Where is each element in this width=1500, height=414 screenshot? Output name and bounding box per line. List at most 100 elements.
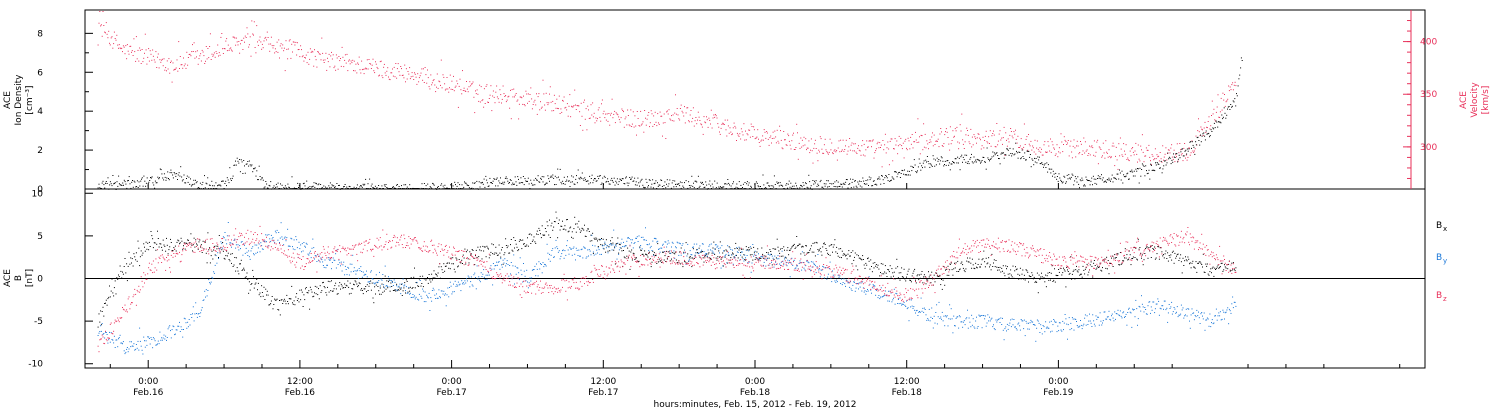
bx-series-point — [1025, 280, 1026, 281]
velocity-series-point — [1125, 154, 1126, 155]
velocity-series-point — [350, 63, 351, 64]
by-series-point — [120, 335, 121, 336]
by-series-point — [429, 310, 430, 311]
by-series-point — [589, 249, 590, 250]
bx-series-point — [590, 241, 591, 242]
density-series-point — [960, 169, 961, 170]
bx-series-point — [294, 304, 295, 305]
velocity-series-point — [705, 122, 706, 123]
by-series-point — [184, 318, 185, 319]
by-series-point — [177, 330, 178, 331]
bx-series-point — [593, 253, 594, 254]
velocity-series-point — [386, 71, 387, 72]
bx-series-point — [119, 276, 120, 277]
density-series-point — [247, 161, 248, 162]
density-series-point — [1179, 155, 1180, 156]
bx-series-point — [905, 280, 906, 281]
bx-series-point — [354, 284, 355, 285]
velocity-series-point — [182, 68, 183, 69]
density-series-point — [704, 187, 705, 188]
velocity-series-point — [99, 11, 100, 12]
bx-series-point — [532, 241, 533, 242]
density-series-point — [1191, 148, 1192, 149]
velocity-series-point — [810, 150, 811, 151]
by-series-point — [548, 259, 549, 260]
by-series-point — [216, 255, 217, 256]
bx-series-point — [383, 287, 384, 288]
velocity-series-point — [811, 138, 812, 139]
by-series-point — [346, 269, 347, 270]
by-series-point — [231, 247, 232, 248]
bx-series-point — [124, 266, 125, 267]
by-series-point — [569, 254, 570, 255]
velocity-series-point — [901, 145, 902, 146]
bx-series-point — [672, 252, 673, 253]
velocity-series-point — [503, 86, 504, 87]
density-series-point — [368, 183, 369, 184]
velocity-series-point — [948, 144, 949, 145]
bx-series-point — [1039, 275, 1040, 276]
by-series-point — [255, 245, 256, 246]
by-series-point — [115, 347, 116, 348]
bx-series-point — [134, 256, 135, 257]
bx-series-point — [773, 248, 774, 249]
velocity-series-point — [100, 25, 101, 26]
velocity-series-point — [476, 93, 477, 94]
bx-series-point — [159, 243, 160, 244]
bx-series-point — [863, 259, 864, 260]
density-series-point — [906, 175, 907, 176]
bx-series-point — [212, 259, 213, 260]
density-series-point — [468, 185, 469, 186]
velocity-series-point — [1205, 122, 1206, 123]
velocity-series-point — [399, 71, 400, 72]
velocity-series-point — [566, 109, 567, 110]
velocity-series-point — [492, 96, 493, 97]
by-series-point — [536, 264, 537, 265]
velocity-series-point — [348, 61, 349, 62]
bx-series-point — [209, 247, 210, 248]
density-series-point — [952, 161, 953, 162]
velocity-series-point — [548, 102, 549, 103]
velocity-series-point — [922, 135, 923, 136]
by-series-point — [504, 258, 505, 259]
velocity-series-point — [1062, 151, 1063, 152]
density-series-point — [601, 183, 602, 184]
velocity-series-point — [321, 59, 322, 60]
density-series-point — [642, 185, 643, 186]
density-series-point — [1167, 153, 1168, 154]
velocity-series-point — [1230, 87, 1231, 88]
velocity-series-point — [459, 86, 460, 87]
density-series-point — [705, 181, 706, 182]
density-series-point — [456, 188, 457, 189]
by-series-point — [631, 242, 632, 243]
bx-series-point — [530, 233, 531, 234]
density-series-point — [876, 185, 877, 186]
bx-series-point — [596, 239, 597, 240]
velocity-series-point — [552, 101, 553, 102]
by-series-point — [281, 236, 282, 237]
velocity-series-point — [1061, 142, 1062, 143]
by-series-point — [341, 262, 342, 263]
density-series-point — [627, 183, 628, 184]
bx-series-point — [1042, 276, 1043, 277]
density-series-point — [1234, 98, 1235, 99]
velocity-series-point — [454, 90, 455, 91]
by-series-point — [239, 245, 240, 246]
velocity-series-point — [483, 107, 484, 108]
by-series-point — [108, 339, 109, 340]
bx-series-point — [1224, 264, 1225, 265]
by-series-point — [519, 279, 520, 280]
bx-series-point — [557, 237, 558, 238]
bx-series-point — [420, 276, 421, 277]
bx-series-point — [142, 253, 143, 254]
bx-series-point — [336, 288, 337, 289]
velocity-series-point — [1141, 149, 1142, 150]
density-series-point — [610, 180, 611, 181]
density-series-point — [1240, 67, 1241, 68]
bx-series-point — [755, 259, 756, 260]
density-series-point — [336, 188, 337, 189]
bx-series-point — [1194, 267, 1195, 268]
by-series-point — [130, 346, 131, 347]
bx-series-point — [1130, 254, 1131, 255]
bx-series-point — [376, 285, 377, 286]
